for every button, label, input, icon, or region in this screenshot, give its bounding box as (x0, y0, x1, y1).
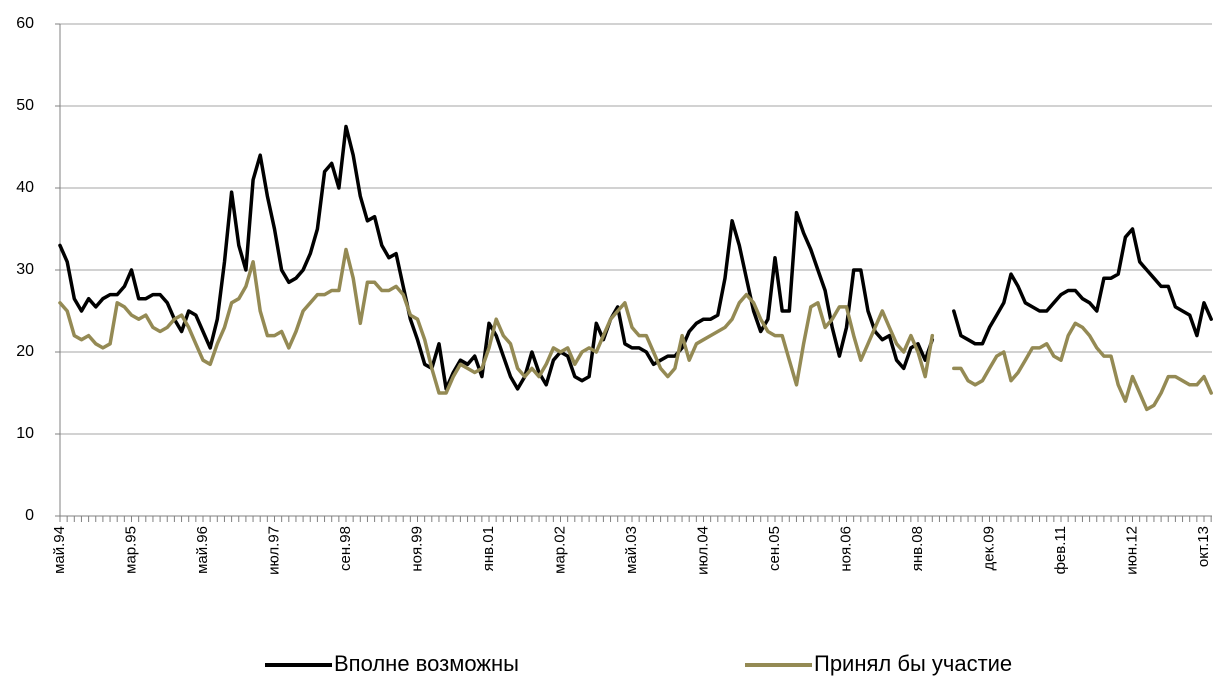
x-tick-label: мар.02 (551, 526, 568, 574)
x-tick-label: июл.97 (265, 526, 282, 575)
x-tick-label: мар.95 (122, 526, 139, 574)
x-tick-label: июн.12 (1123, 526, 1140, 575)
x-tick-label: ноя.99 (408, 526, 425, 572)
x-tick-label: янв.08 (909, 526, 926, 571)
x-tick-label: сен.98 (337, 526, 354, 571)
y-tick-label: 30 (16, 261, 34, 278)
series-line (58, 124, 1213, 391)
series-line (58, 247, 1213, 412)
x-tick-label: ноя.06 (837, 526, 854, 572)
x-tick-label: май.03 (623, 526, 640, 574)
legend-label: Вполне возможны (334, 651, 519, 676)
x-tick-label: сен.05 (766, 526, 783, 571)
y-tick-label: 60 (16, 15, 34, 32)
y-tick-label: 20 (16, 343, 34, 360)
y-tick-label: 40 (16, 179, 34, 196)
y-tick-label: 50 (16, 97, 34, 114)
x-tick-label: дек.09 (980, 526, 997, 571)
x-tick-label: фев.11 (1052, 526, 1069, 574)
x-tick-label: июл.04 (694, 526, 711, 575)
x-tick-label: май.96 (194, 526, 211, 574)
y-tick-label: 10 (16, 425, 34, 442)
y-tick-label: 0 (25, 507, 34, 524)
x-tick-label: янв.01 (480, 526, 497, 571)
legend-label: Принял бы участие (814, 651, 1012, 676)
x-tick-label: май.94 (51, 526, 68, 574)
x-tick-label: окт.13 (1195, 526, 1212, 567)
